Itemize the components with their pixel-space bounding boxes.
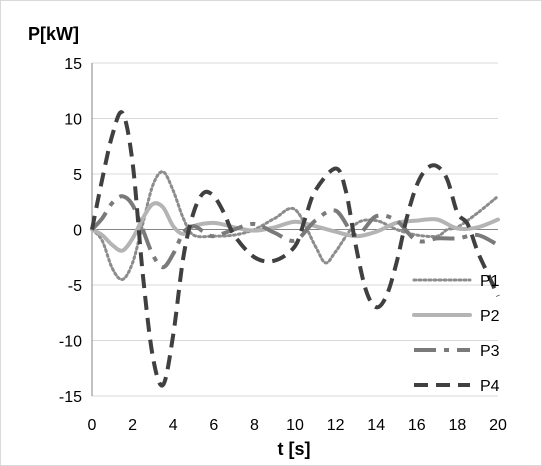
x-tick-label: 18	[449, 417, 467, 434]
x-tick-label: 14	[367, 417, 385, 434]
x-tick-label: 0	[88, 417, 97, 434]
legend-label-p4: P4	[480, 378, 500, 395]
legend: P1 P2 P3 P4	[412, 273, 500, 395]
x-tick-label: 2	[128, 417, 137, 434]
grid-layer	[92, 62, 498, 397]
y-tick-label: 15	[64, 56, 82, 73]
y-tick-label: -10	[59, 334, 82, 351]
series-line-p3	[90, 194, 499, 270]
series-line-p4	[90, 110, 500, 388]
y-tick-label: -15	[59, 389, 82, 406]
legend-label-p3: P3	[480, 343, 500, 360]
y-axis-title: P[kW]	[28, 24, 79, 44]
tick-layer: 15 10 5 0 -5 -10 -15 0 2 4 6 8 10 12 14 16 18 20	[59, 56, 507, 434]
legend-label-p2: P2	[480, 308, 500, 325]
y-tick-label: 5	[73, 167, 82, 184]
x-tick-label: 16	[408, 417, 426, 434]
x-tick-label: 10	[286, 417, 304, 434]
x-tick-label: 6	[209, 417, 218, 434]
x-tick-label: 4	[169, 417, 178, 434]
y-tick-label: 10	[64, 112, 82, 129]
x-tick-label: 20	[489, 417, 507, 434]
x-axis-title: t [s]	[278, 439, 311, 459]
y-tick-label: -5	[68, 278, 82, 295]
series-layer	[90, 110, 500, 388]
y-tick-label: 0	[73, 223, 82, 240]
legend-label-p1: P1	[480, 273, 500, 290]
x-tick-label: 12	[327, 417, 345, 434]
series-line-p1	[90, 170, 500, 282]
series-line-p2	[90, 201, 500, 253]
x-tick-label: 8	[250, 417, 259, 434]
